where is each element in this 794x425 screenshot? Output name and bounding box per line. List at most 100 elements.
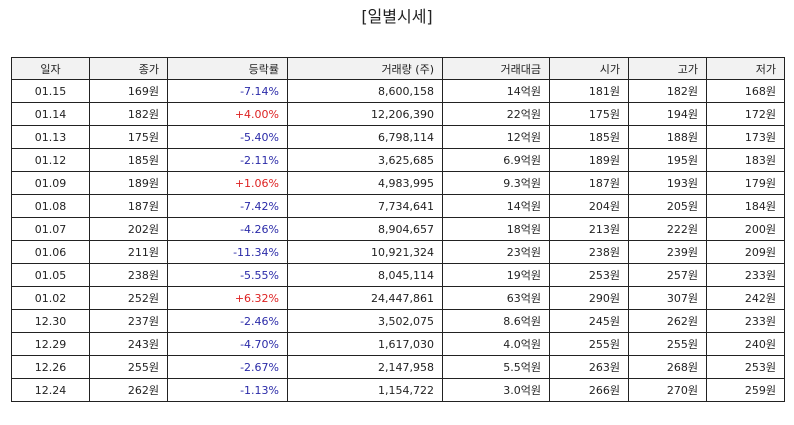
change-cell: +4.00% bbox=[167, 102, 288, 126]
table-row: 01.09 189원 +1.06% 4,983,995 9.3억원 187원 193원 179… bbox=[11, 171, 785, 195]
amount-cell: 23억원 bbox=[442, 240, 550, 264]
date-cell: 01.12 bbox=[11, 148, 90, 172]
low-cell: 240원 bbox=[706, 332, 785, 356]
low-cell: 184원 bbox=[706, 194, 785, 218]
low-cell: 259원 bbox=[706, 378, 785, 402]
volume-cell: 8,904,657 bbox=[287, 217, 443, 241]
volume-cell: 3,502,075 bbox=[287, 309, 443, 333]
change-cell: -1.13% bbox=[167, 378, 288, 402]
high-cell: 257원 bbox=[628, 263, 707, 287]
header-change: 등락률 bbox=[167, 57, 288, 80]
close-cell: 175원 bbox=[89, 125, 168, 149]
high-cell: 255원 bbox=[628, 332, 707, 356]
amount-cell: 6.9억원 bbox=[442, 148, 550, 172]
amount-cell: 14억원 bbox=[442, 79, 550, 103]
daily-price-table: 일자 종가 등락률 거래량 (주) 거래대금 시가 고가 저가 01.15 169… bbox=[11, 57, 785, 402]
table-row: 01.06 211원 -11.34% 10,921,324 23억원 238원 239원 20… bbox=[11, 240, 785, 264]
open-cell: 266원 bbox=[549, 378, 629, 402]
high-cell: 194원 bbox=[628, 102, 707, 126]
date-cell: 01.13 bbox=[11, 125, 90, 149]
amount-cell: 63억원 bbox=[442, 286, 550, 310]
amount-cell: 12억원 bbox=[442, 125, 550, 149]
high-cell: 262원 bbox=[628, 309, 707, 333]
open-cell: 213원 bbox=[549, 217, 629, 241]
change-cell: -2.46% bbox=[167, 309, 288, 333]
table-row: 01.07 202원 -4.26% 8,904,657 18억원 213원 222원 200원 bbox=[11, 217, 785, 241]
date-cell: 01.07 bbox=[11, 217, 90, 241]
table-row: 01.05 238원 -5.55% 8,045,114 19억원 253원 257원 233원 bbox=[11, 263, 785, 287]
open-cell: 189원 bbox=[549, 148, 629, 172]
volume-cell: 8,045,114 bbox=[287, 263, 443, 287]
date-cell: 01.06 bbox=[11, 240, 90, 264]
header-close: 종가 bbox=[89, 57, 168, 80]
low-cell: 253원 bbox=[706, 355, 785, 379]
date-cell: 01.08 bbox=[11, 194, 90, 218]
amount-cell: 9.3억원 bbox=[442, 171, 550, 195]
change-cell: -7.42% bbox=[167, 194, 288, 218]
header-high: 고가 bbox=[628, 57, 707, 80]
low-cell: 233원 bbox=[706, 263, 785, 287]
change-cell: -5.55% bbox=[167, 263, 288, 287]
volume-cell: 6,798,114 bbox=[287, 125, 443, 149]
volume-cell: 2,147,958 bbox=[287, 355, 443, 379]
change-cell: +6.32% bbox=[167, 286, 288, 310]
low-cell: 173원 bbox=[706, 125, 785, 149]
amount-cell: 4.0억원 bbox=[442, 332, 550, 356]
low-cell: 179원 bbox=[706, 171, 785, 195]
high-cell: 307원 bbox=[628, 286, 707, 310]
change-cell: -5.40% bbox=[167, 125, 288, 149]
table-row: 12.29 243원 -4.70% 1,617,030 4.0억원 255원 255원 240… bbox=[11, 332, 785, 356]
volume-cell: 24,447,861 bbox=[287, 286, 443, 310]
volume-cell: 3,625,685 bbox=[287, 148, 443, 172]
change-cell: -2.11% bbox=[167, 148, 288, 172]
close-cell: 169원 bbox=[89, 79, 168, 103]
volume-cell: 8,600,158 bbox=[287, 79, 443, 103]
amount-cell: 14억원 bbox=[442, 194, 550, 218]
table-row: 01.14 182원 +4.00% 12,206,390 22억원 175원 194원 172… bbox=[11, 102, 785, 126]
open-cell: 181원 bbox=[549, 79, 629, 103]
date-cell: 12.26 bbox=[11, 355, 90, 379]
high-cell: 268원 bbox=[628, 355, 707, 379]
low-cell: 172원 bbox=[706, 102, 785, 126]
date-cell: 01.15 bbox=[11, 79, 90, 103]
low-cell: 233원 bbox=[706, 309, 785, 333]
date-cell: 12.30 bbox=[11, 309, 90, 333]
table-row: 01.13 175원 -5.40% 6,798,114 12억원 185원 188원 173원 bbox=[11, 125, 785, 149]
amount-cell: 3.0억원 bbox=[442, 378, 550, 402]
header-amount: 거래대금 bbox=[442, 57, 550, 80]
close-cell: 252원 bbox=[89, 286, 168, 310]
date-cell: 12.24 bbox=[11, 378, 90, 402]
date-cell: 01.09 bbox=[11, 171, 90, 195]
amount-cell: 5.5억원 bbox=[442, 355, 550, 379]
low-cell: 200원 bbox=[706, 217, 785, 241]
volume-cell: 7,734,641 bbox=[287, 194, 443, 218]
high-cell: 205원 bbox=[628, 194, 707, 218]
high-cell: 182원 bbox=[628, 79, 707, 103]
table-header-row: 일자 종가 등락률 거래량 (주) 거래대금 시가 고가 저가 bbox=[11, 57, 785, 80]
low-cell: 242원 bbox=[706, 286, 785, 310]
high-cell: 193원 bbox=[628, 171, 707, 195]
close-cell: 255원 bbox=[89, 355, 168, 379]
change-cell: -4.26% bbox=[167, 217, 288, 241]
volume-cell: 10,921,324 bbox=[287, 240, 443, 264]
close-cell: 189원 bbox=[89, 171, 168, 195]
open-cell: 263원 bbox=[549, 355, 629, 379]
change-cell: -4.70% bbox=[167, 332, 288, 356]
table-row: 01.12 185원 -2.11% 3,625,685 6.9억원 189원 195원 183… bbox=[11, 148, 785, 172]
close-cell: 182원 bbox=[89, 102, 168, 126]
table-row: 12.26 255원 -2.67% 2,147,958 5.5억원 263원 268원 253… bbox=[11, 355, 785, 379]
header-date: 일자 bbox=[11, 57, 90, 80]
open-cell: 187원 bbox=[549, 171, 629, 195]
date-cell: 01.02 bbox=[11, 286, 90, 310]
low-cell: 168원 bbox=[706, 79, 785, 103]
volume-cell: 1,617,030 bbox=[287, 332, 443, 356]
table-row: 12.30 237원 -2.46% 3,502,075 8.6억원 245원 262원 233… bbox=[11, 309, 785, 333]
change-cell: -2.67% bbox=[167, 355, 288, 379]
table-row: 12.24 262원 -1.13% 1,154,722 3.0억원 266원 270원 259… bbox=[11, 378, 785, 402]
close-cell: 185원 bbox=[89, 148, 168, 172]
close-cell: 262원 bbox=[89, 378, 168, 402]
date-cell: 01.05 bbox=[11, 263, 90, 287]
open-cell: 175원 bbox=[549, 102, 629, 126]
open-cell: 245원 bbox=[549, 309, 629, 333]
table-row: 01.15 169원 -7.14% 8,600,158 14억원 181원 182원 168원 bbox=[11, 79, 785, 103]
